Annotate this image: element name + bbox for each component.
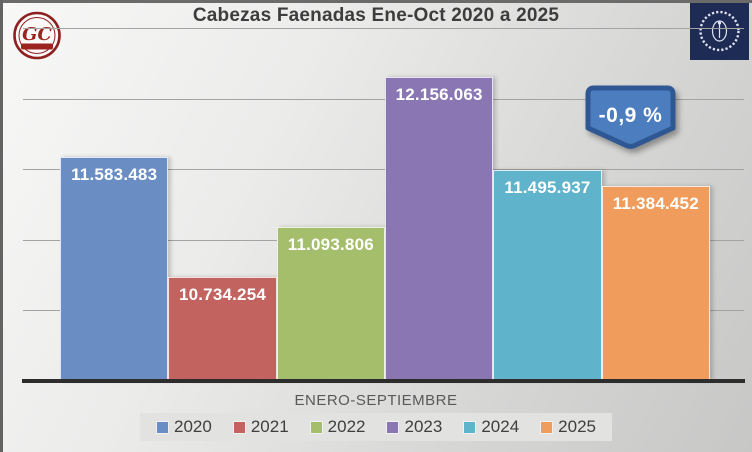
bar-value-label: 10.734.254 [178,285,267,305]
frame-top-edge [0,0,752,3]
legend-label: 2024 [481,417,520,436]
legend: 2020 2021 2022 2023 2024 2025 [140,413,612,441]
gc-logo-banner [21,43,53,50]
frame-left-edge [0,0,3,452]
bar-value-label: 11.384.452 [612,193,699,213]
legend-label: 2020 [174,417,212,436]
bar-2023: 12.156.063 [384,76,494,381]
bar-2022: 11.093.806 [276,226,385,381]
bars-container: 11.583.483 10.734.254 11.093.806 12.156.063… [60,28,710,381]
legend-label: 2021 [250,417,289,436]
legend-swatch [309,420,323,434]
bar-value-label: 11.093.806 [287,234,374,254]
gc-logo: GC [13,11,61,60]
x-axis-category-label: ENERO-SEPTIEMBRE [294,392,458,409]
plot-area: 11.583.483 10.734.254 11.093.806 12.156.063… [22,28,745,383]
legend-item-2024: 2024 [463,417,519,437]
legend-label: 2023 [404,417,443,436]
gridline [23,28,744,29]
legend-swatch [386,420,400,434]
bar-value-label: 11.583.483 [71,165,158,185]
x-axis-line [22,379,745,383]
legend-item-2021: 2021 [232,417,289,437]
legend-swatch [156,420,170,434]
legend-item-2020: 2020 [156,417,212,437]
bar-2021: 10.734.254 [168,277,277,381]
gridline [23,169,744,171]
legend-swatch [232,420,246,434]
chart-title: Cabezas Faenadas Ene-Oct 2020 a 2025 [192,5,560,26]
gc-logo-inner-ring [18,17,56,54]
gov-seal-logo [690,3,749,60]
legend-label: 2025 [558,417,596,436]
legend-swatch [463,420,477,434]
bar-2020: 11.583.483 [60,157,169,381]
gov-seal-emblem [711,20,728,42]
legend-item-2025: 2025 [540,417,596,437]
bar-value-label: 12.156.063 [395,84,483,104]
bar-2025: 11.384.452 [601,185,710,381]
bar-value-label: 11.495.937 [504,177,591,197]
change-badge: -0,9 % [582,84,679,152]
gridline [23,98,744,100]
change-badge-shape [585,85,676,149]
legend-item-2023: 2023 [386,417,443,437]
legend-swatch [540,420,554,434]
legend-item-2022: 2022 [309,417,366,437]
change-badge-label: -0,9 % [598,104,663,127]
gov-seal-text-ring [699,10,740,52]
legend-label: 2022 [327,417,366,436]
gov-seal-emblem-sun [717,21,722,25]
gc-logo-text: GC [22,24,52,45]
bar-2024: 11.495.937 [493,169,602,381]
